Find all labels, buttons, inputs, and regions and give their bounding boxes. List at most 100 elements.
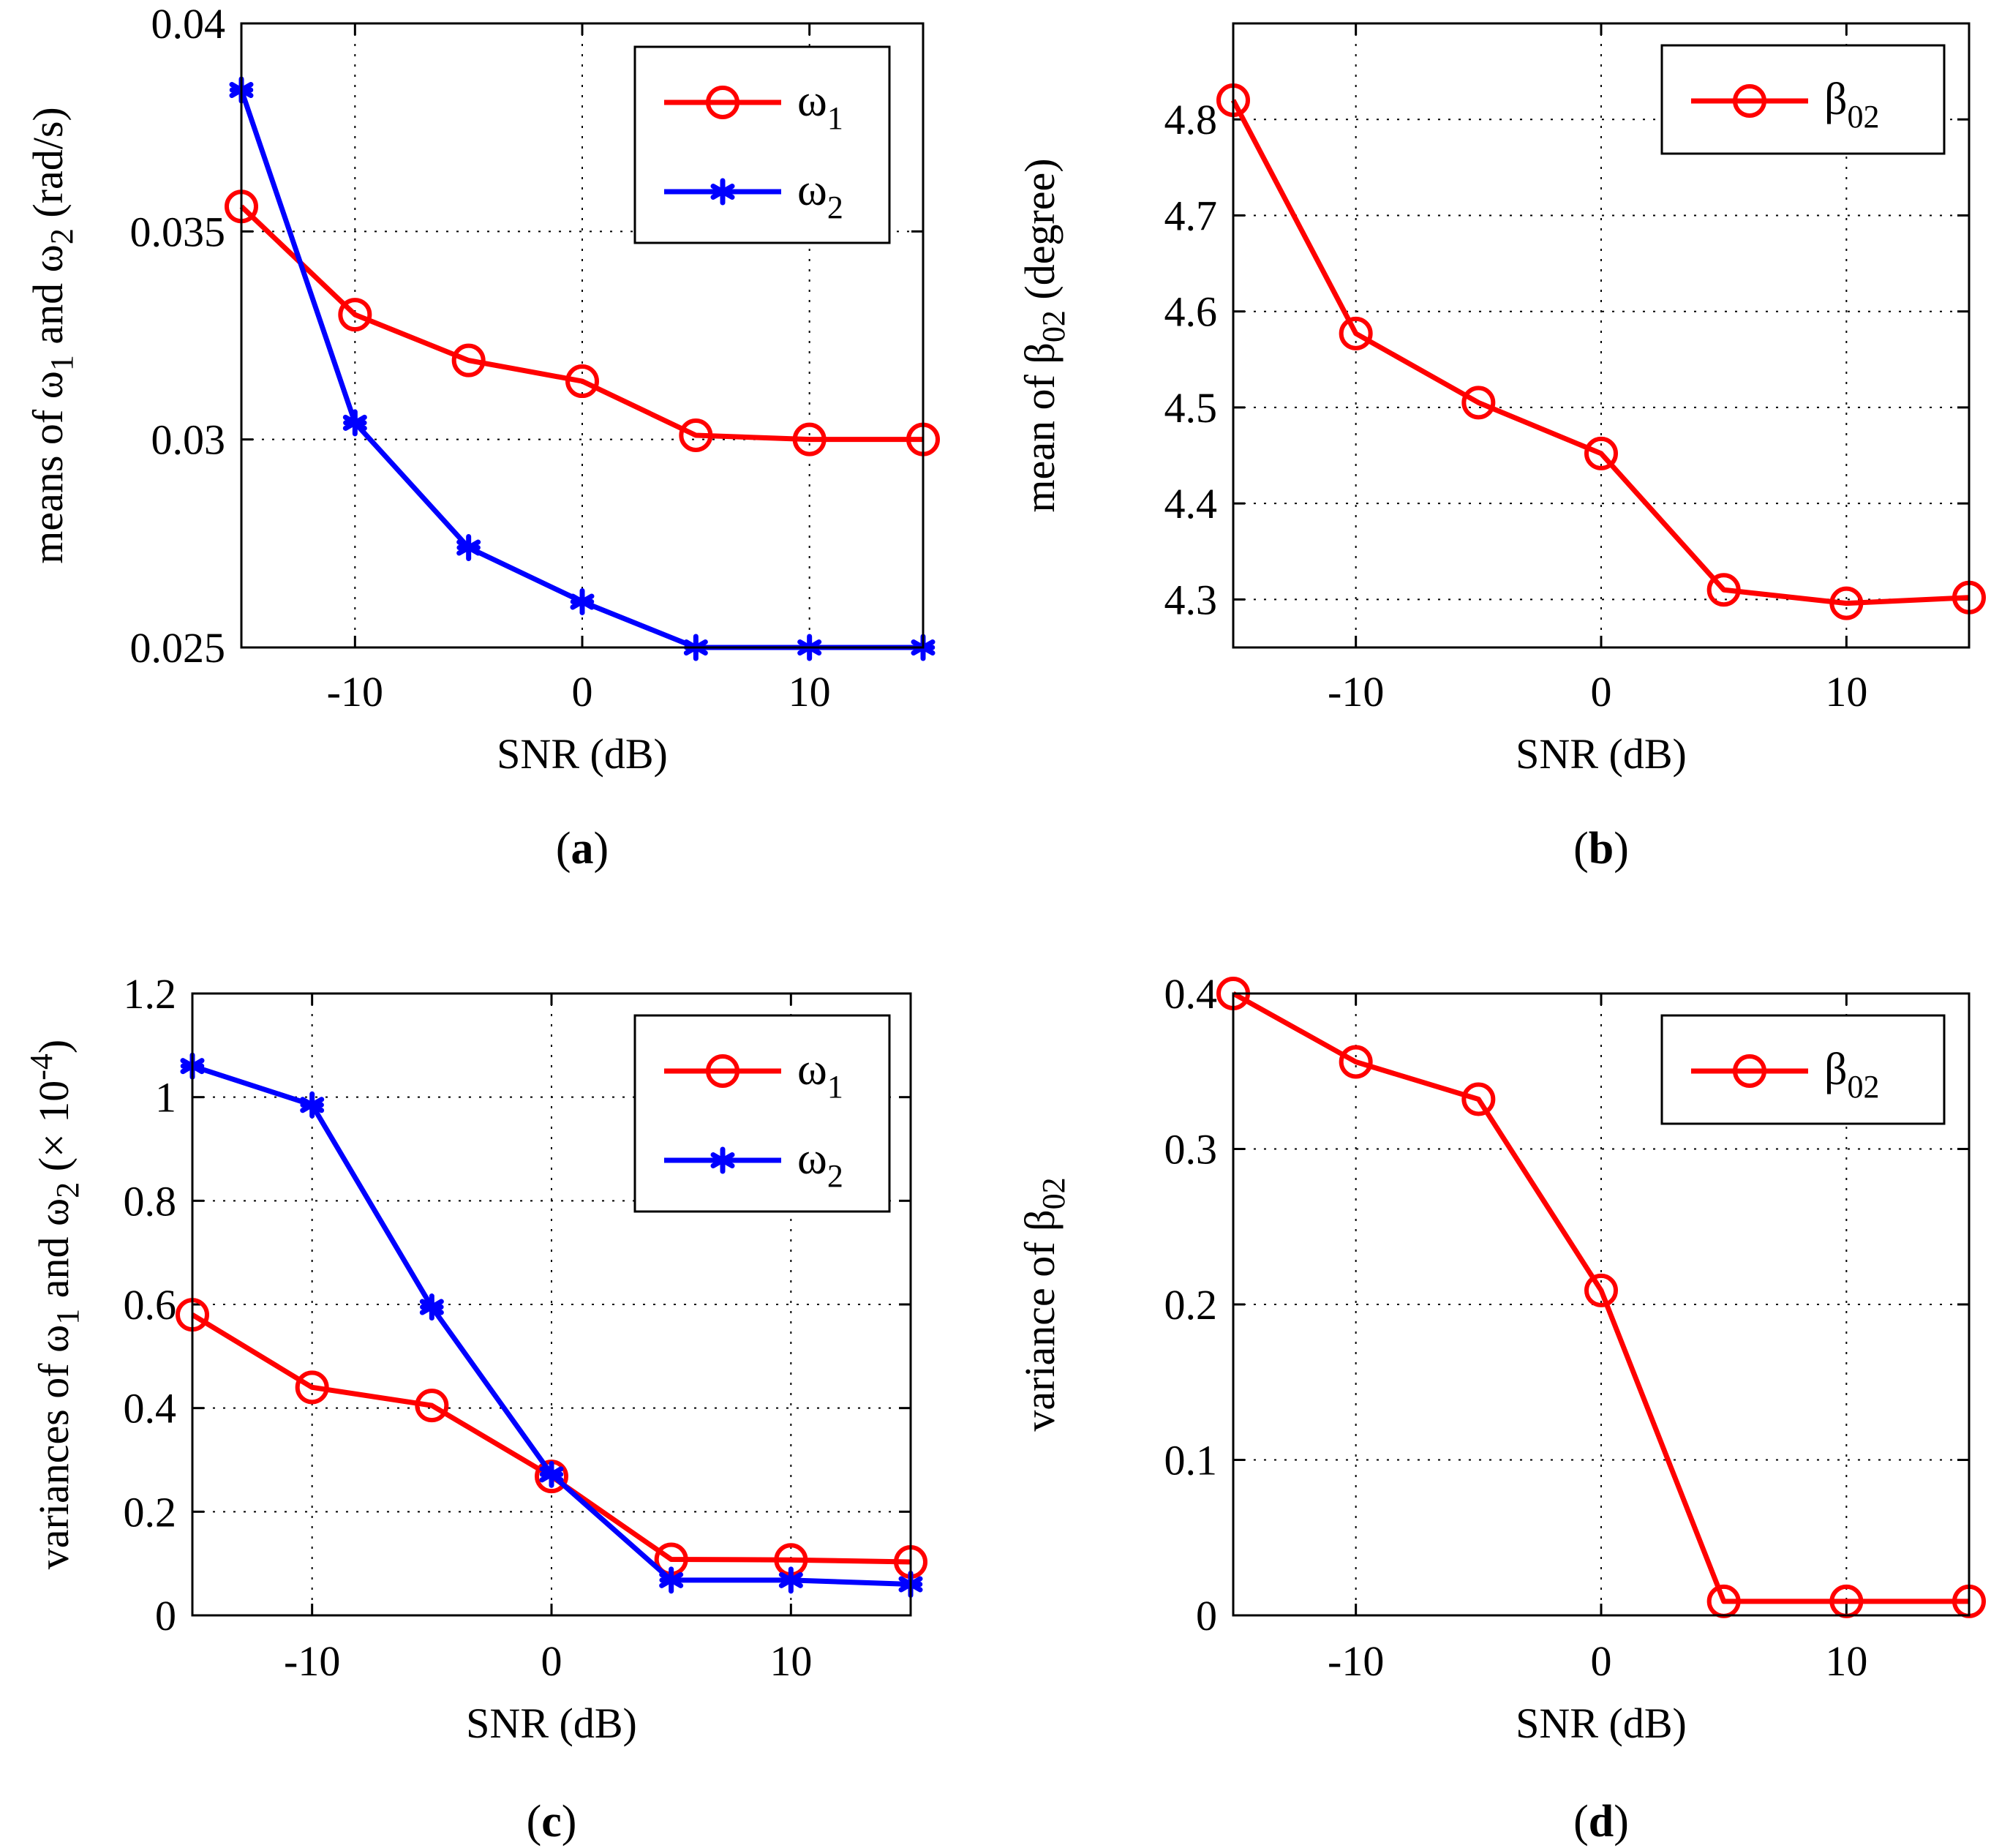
legend-entry: β02 bbox=[1691, 75, 1880, 135]
data-point bbox=[659, 1566, 684, 1594]
series-line bbox=[1232, 991, 1969, 1604]
y-tick-label: 4.6 bbox=[1164, 288, 1218, 336]
y-tick-label: 4.5 bbox=[1164, 384, 1218, 432]
x-tick-label: -10 bbox=[284, 1637, 340, 1685]
legend-entry: ω1 bbox=[664, 1045, 843, 1105]
series-line bbox=[1230, 99, 1970, 606]
data-point bbox=[778, 1566, 803, 1594]
y-tick-label: 0.6 bbox=[124, 1281, 177, 1329]
data-point bbox=[1706, 573, 1741, 607]
data-point bbox=[565, 364, 599, 399]
legend-label: β02 bbox=[1824, 75, 1880, 135]
y-tick-label: 0 bbox=[1196, 1592, 1217, 1639]
x-tick-label: 10 bbox=[789, 668, 831, 715]
legend-marker bbox=[1733, 84, 1766, 118]
data-point bbox=[456, 534, 481, 562]
y-tick-label: 4.3 bbox=[1164, 576, 1218, 623]
data-point bbox=[342, 409, 367, 437]
data-point bbox=[419, 1293, 444, 1321]
series-2 bbox=[180, 1052, 923, 1598]
y-tick-label: 0.4 bbox=[124, 1385, 177, 1432]
legend-marker bbox=[710, 1146, 735, 1174]
y-axis-label: mean of β02 (degree) bbox=[1016, 158, 1072, 512]
data-point bbox=[1339, 1045, 1373, 1079]
legend: β02 bbox=[1660, 1014, 1946, 1125]
x-tick-label: 0 bbox=[1591, 1637, 1612, 1685]
chart-panel-c: -10 0 10 0 0.2 0.4 0.6 0.8 1 1.2 SNR (dB) variances… bbox=[23, 970, 927, 1847]
data-point bbox=[451, 343, 486, 378]
legend-label: ω2 bbox=[797, 165, 843, 225]
chart-panel-b: -10 0 10 4.3 4.4 4.5 4.6 4.7 4.8 SNR (dB) mean of … bbox=[1016, 22, 1986, 874]
x-axis-label: SNR (dB) bbox=[1516, 730, 1687, 778]
legend-label: ω2 bbox=[797, 1134, 843, 1194]
y-tick-label: 0.8 bbox=[124, 1177, 177, 1225]
data-point bbox=[415, 1389, 449, 1423]
data-point bbox=[1584, 436, 1618, 470]
y-tick-label: 0.035 bbox=[130, 208, 226, 255]
data-point bbox=[1461, 386, 1496, 420]
data-point bbox=[300, 1091, 325, 1119]
x-tick-label: -10 bbox=[1328, 1637, 1384, 1685]
panel-label: (c) bbox=[527, 1797, 577, 1847]
x-tick-label: 0 bbox=[1591, 668, 1612, 715]
y-tick-label: 4.8 bbox=[1164, 96, 1218, 143]
x-axis-label: SNR (dB) bbox=[1516, 1699, 1687, 1747]
y-tick-label: 0.04 bbox=[151, 0, 226, 48]
x-tick-label: 10 bbox=[769, 1637, 812, 1685]
axes-frame bbox=[240, 22, 925, 649]
data-point bbox=[1584, 1273, 1618, 1307]
y-tick-label: 0.03 bbox=[151, 416, 226, 464]
data-point bbox=[1829, 586, 1864, 620]
legend: β02 bbox=[1660, 44, 1946, 155]
legend-marker bbox=[706, 1054, 739, 1088]
x-tick-label: 10 bbox=[1825, 668, 1867, 715]
panel-label: (d) bbox=[1573, 1797, 1629, 1847]
data-point bbox=[1461, 1082, 1496, 1116]
x-tick-label: 0 bbox=[572, 668, 593, 715]
axes-frame bbox=[1232, 22, 1971, 649]
y-axis-label: means of ω1 and ω2 (rad/s) bbox=[24, 107, 80, 564]
data-point bbox=[539, 1460, 564, 1488]
axes-frame bbox=[191, 992, 912, 1617]
axes-frame bbox=[1232, 992, 1971, 1617]
y-tick-label: 0.025 bbox=[130, 624, 226, 672]
legend-entry: ω1 bbox=[664, 76, 843, 136]
y-axis-label: variances of ω1 and ω2 (× 10-4) bbox=[23, 1040, 86, 1569]
legend-label: ω1 bbox=[797, 1045, 843, 1105]
y-tick-label: 4.4 bbox=[1164, 480, 1218, 527]
y-tick-label: 0.1 bbox=[1164, 1437, 1218, 1484]
legend-box bbox=[633, 1014, 891, 1213]
x-tick-label: -10 bbox=[1328, 668, 1384, 715]
x-tick-label: 0 bbox=[541, 1637, 562, 1685]
legend-marker bbox=[710, 178, 735, 206]
y-tick-label: 1 bbox=[155, 1074, 176, 1122]
chart-panel-a: -10 0 10 0.025 0.03 0.035 0.04 SNR (dB) means of… bbox=[24, 0, 940, 874]
y-tick-label: 4.7 bbox=[1164, 192, 1218, 239]
y-tick-label: 0.4 bbox=[1164, 970, 1218, 1018]
legend-label: β02 bbox=[1824, 1045, 1880, 1105]
legend-entry: ω2 bbox=[664, 1134, 843, 1194]
series-line bbox=[239, 204, 923, 443]
y-tick-label: 1.2 bbox=[124, 970, 177, 1018]
y-tick-label: 0.2 bbox=[124, 1488, 177, 1536]
legend-entry: β02 bbox=[1691, 1045, 1880, 1105]
legend-marker bbox=[1733, 1054, 1766, 1088]
legend-marker bbox=[706, 86, 739, 119]
data-point bbox=[1339, 316, 1373, 350]
data-point bbox=[295, 1370, 329, 1405]
x-tick-label: 10 bbox=[1825, 1637, 1867, 1685]
data-point bbox=[570, 587, 595, 615]
chart-panel-d: -10 0 10 0 0.1 0.2 0.3 0.4 SNR (dB) variance of β… bbox=[1016, 970, 1986, 1847]
y-axis-label: variance of β02 bbox=[1016, 1177, 1072, 1431]
y-tick-label: 0.3 bbox=[1164, 1126, 1218, 1173]
data-point bbox=[679, 418, 713, 452]
x-axis-label: SNR (dB) bbox=[497, 730, 668, 778]
legend-box bbox=[633, 45, 891, 244]
panel-label: (b) bbox=[1573, 824, 1629, 874]
y-tick-label: 0.2 bbox=[1164, 1281, 1218, 1329]
legend-label: ω1 bbox=[797, 76, 843, 136]
data-point bbox=[338, 298, 372, 332]
